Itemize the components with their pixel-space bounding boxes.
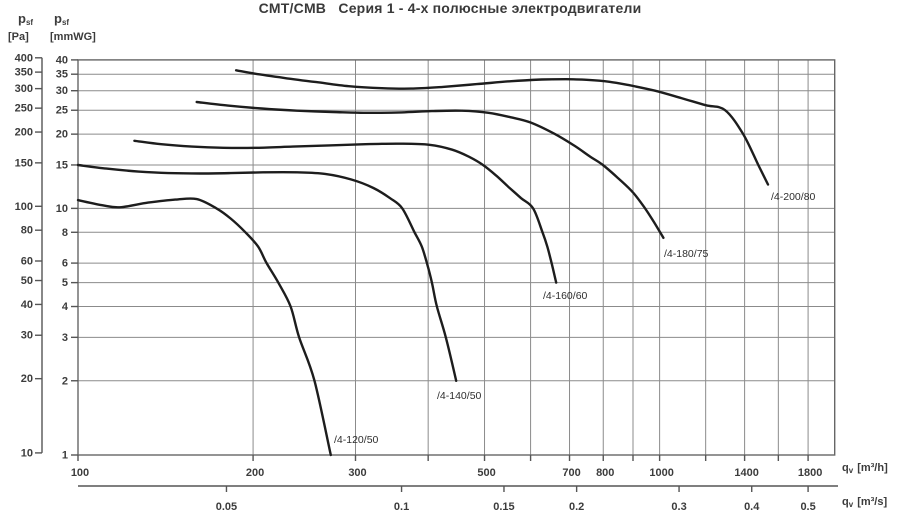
- flow-h-unit: [m³/h]: [857, 462, 888, 474]
- chart-title: CMT/CMB Серия 1 - 4-х полюсные электродв…: [258, 0, 642, 16]
- tick-label: 700: [562, 467, 580, 479]
- curve-label-4-160-60: /4-160/60: [543, 290, 588, 302]
- tick-label: 800: [596, 467, 614, 479]
- pressure-axis-title-pa: psf [Pa]: [8, 11, 33, 45]
- curve-group-4-120-50: /4-120/50: [76, 197, 379, 457]
- tick-label: 400: [15, 52, 33, 64]
- tick-label: 30: [56, 85, 68, 97]
- pa-axis: 400 350 300 250 200 150 100 80 60 50 40 30 20 10: [15, 52, 43, 459]
- curve-4-180-75: [195, 100, 665, 239]
- tick-label: 0.05: [216, 501, 237, 513]
- mmwg-axis-subscript: sf: [61, 18, 70, 27]
- tick-label: 0.2: [569, 501, 584, 513]
- tick-label: 1800: [798, 467, 822, 479]
- curve-group-4-200-80: /4-200/80: [234, 69, 816, 203]
- tick-label: 20: [56, 129, 68, 141]
- curve-4-140-50: [76, 163, 458, 382]
- tick-label: 35: [56, 69, 68, 81]
- flow-s-symbol: q: [842, 496, 849, 508]
- curve-label-4-200-80: /4-200/80: [771, 191, 816, 203]
- tick-label: 500: [477, 467, 495, 479]
- tick-label: 100: [71, 467, 89, 479]
- tick-label: 20: [21, 373, 33, 385]
- x-axis-title-m3h: qv [m³/h]: [842, 462, 888, 475]
- mmwg-axis: 40 35 30 25 20 15 10 8 6 5 4 3 2 1: [56, 54, 78, 462]
- tick-label: 8: [62, 227, 68, 239]
- curve-label-4-120-50: /4-120/50: [334, 434, 379, 446]
- pa-axis-subscript: sf: [25, 18, 34, 27]
- tick-label: 150: [15, 157, 33, 169]
- tick-label: 300: [15, 83, 33, 95]
- tick-label: 200: [246, 467, 264, 479]
- curve-group-4-160-60: /4-160/60: [133, 139, 588, 302]
- tick-label: 0.5: [800, 501, 815, 513]
- tick-label: 40: [21, 299, 33, 311]
- mmwg-axis-symbol: p: [54, 11, 62, 26]
- curve-group-4-180-75: /4-180/75: [195, 100, 709, 260]
- curve-label-4-180-75: /4-180/75: [664, 248, 709, 260]
- tick-label: 350: [15, 67, 33, 79]
- grid: [78, 59, 835, 455]
- tick-label: 0.1: [394, 501, 409, 513]
- tick-label: 60: [21, 256, 33, 268]
- tick-label: 15: [56, 159, 68, 171]
- pressure-axis-title-mmwg: psf [mmWG]: [50, 11, 96, 45]
- flow-h-symbol: q: [842, 462, 849, 474]
- tick-label: 250: [15, 103, 33, 115]
- tick-label: 40: [56, 54, 68, 66]
- tick-label: 1: [62, 450, 68, 462]
- tick-label: 6: [62, 258, 68, 270]
- pa-axis-unit: [Pa]: [8, 31, 29, 43]
- tick-label: 1400: [734, 467, 758, 479]
- plot-border: [77, 59, 836, 456]
- tick-label: 25: [56, 105, 68, 117]
- curve-4-160-60: [133, 139, 558, 284]
- tick-label: 100: [15, 201, 33, 213]
- curve-label-4-140-50: /4-140/50: [437, 390, 482, 402]
- curve-4-200-80: [234, 69, 770, 186]
- tick-label: 10: [21, 447, 33, 459]
- tick-label: 4: [62, 301, 69, 313]
- tick-label: 3: [62, 332, 68, 344]
- tick-label: 30: [21, 330, 33, 342]
- flow-h-subscript: v: [848, 466, 854, 475]
- tick-label: 0.4: [744, 501, 760, 513]
- tick-label: 300: [348, 467, 366, 479]
- x-axis: 100 200 300 500 700 800 1000 1400 1800: [71, 455, 822, 479]
- tick-label: 0.15: [493, 501, 514, 513]
- tick-label: 200: [15, 127, 33, 139]
- curve-group-4-140-50: /4-140/50: [76, 163, 482, 402]
- curve-4-120-50: [76, 197, 332, 457]
- mmwg-axis-unit: [mmWG]: [50, 31, 96, 43]
- tick-label: 10: [56, 203, 68, 215]
- pa-axis-symbol: p: [18, 11, 26, 26]
- tick-label: 1000: [649, 467, 673, 479]
- tick-label: 80: [21, 225, 33, 237]
- x-axis-title-m3s: qv [m³/s]: [842, 496, 887, 509]
- tick-label: 50: [21, 275, 33, 287]
- x-axis-secondary: 0.05 0.1 0.15 0.2 0.3 0.4 0.5: [78, 485, 838, 513]
- tick-label: 2: [62, 375, 68, 387]
- flow-s-subscript: v: [848, 500, 854, 509]
- flow-s-unit: [m³/s]: [857, 496, 888, 508]
- tick-label: 5: [62, 277, 68, 289]
- tick-label: 0.3: [671, 501, 686, 513]
